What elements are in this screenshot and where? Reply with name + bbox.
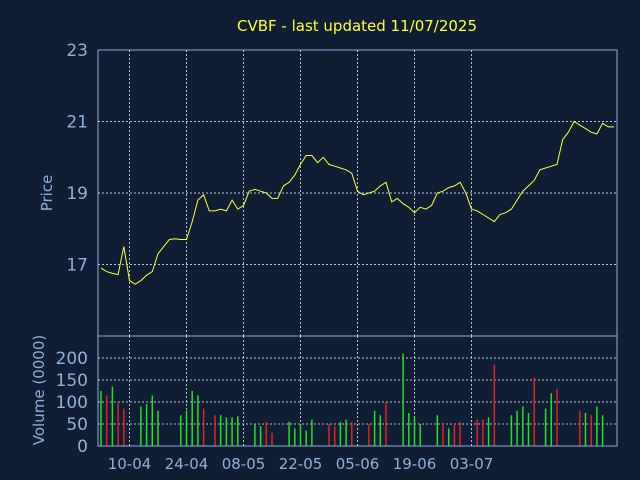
volume-y-tick-label: 200 <box>56 349 88 369</box>
x-tick-label: 08-05 <box>222 455 266 473</box>
price-y-tick-label: 23 <box>66 41 88 61</box>
price-y-tick-label: 17 <box>66 256 88 276</box>
volume-grid <box>98 336 617 446</box>
price-grid <box>98 50 617 336</box>
price-y-tick-label: 19 <box>66 184 88 204</box>
price-y-tick-label: 21 <box>66 113 88 133</box>
x-tick-label: 19-06 <box>393 455 437 473</box>
volume-y-tick-label: 150 <box>56 371 88 391</box>
volume-y-tick-label: 50 <box>66 415 88 435</box>
price-y-tick-labels: 17 19 21 23 <box>66 41 88 276</box>
x-tick-label: 24-04 <box>165 455 209 473</box>
x-tick-label: 05-06 <box>336 455 380 473</box>
volume-axis-label: Volume (0000) <box>30 335 48 445</box>
volume-bars <box>100 353 604 446</box>
x-tick-label: 03-07 <box>450 455 494 473</box>
x-tick-labels: 10-04 24-04 08-05 22-05 05-06 19-06 03-07 <box>108 455 494 473</box>
volume-frame <box>97 335 618 447</box>
price-axis-label: Price <box>38 175 56 212</box>
price-series-line <box>100 120 614 285</box>
x-tick-label: 22-05 <box>279 455 323 473</box>
volume-y-tick-label: 100 <box>56 393 88 413</box>
chart-title: CVBF - last updated 11/07/2025 <box>237 17 477 35</box>
volume-y-tick-label: 0 <box>77 437 88 457</box>
x-tick-label: 10-04 <box>108 455 152 473</box>
